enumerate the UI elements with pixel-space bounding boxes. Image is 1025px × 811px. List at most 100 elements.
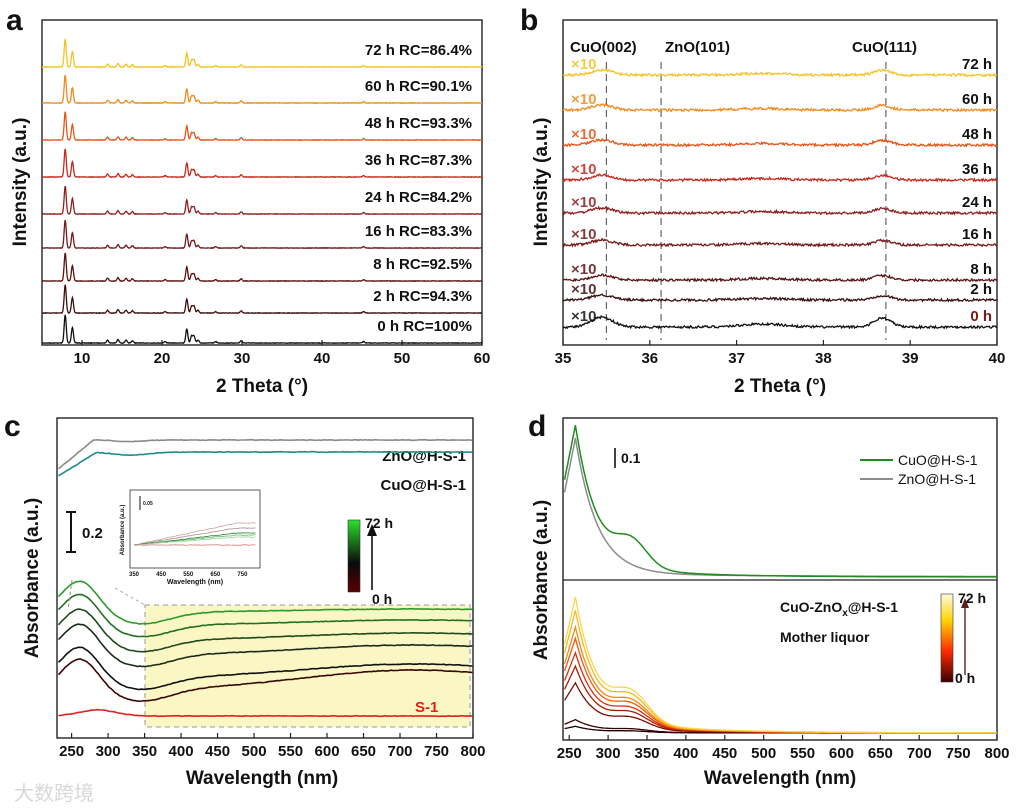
curve-zno <box>58 438 473 470</box>
xrd-curve-72h <box>562 67 998 78</box>
curve-time-2 <box>57 623 473 668</box>
xrd-curve-8h <box>42 252 482 283</box>
x-tick-label: 10 <box>74 350 91 367</box>
colorbar-top-label: 72 h <box>365 515 393 531</box>
xrd-curve-2h <box>41 284 483 315</box>
curve-time-3 <box>57 608 473 653</box>
panel-b-xrd-zoom: Intensity (a.u.) 2 Theta (°) CuO(002) Zn… <box>531 19 1006 397</box>
inset-curve <box>133 544 256 546</box>
multiplier-label: ×10 <box>571 194 596 211</box>
colorbar-top-label: 72 h <box>958 590 986 606</box>
x-tick-label: 250 <box>557 745 582 762</box>
curve-time-5 <box>57 580 473 625</box>
time-label: 60 h <box>962 91 992 108</box>
arrow-head-icon <box>367 524 377 536</box>
inset-curve <box>133 534 256 546</box>
x-tick-label: 350 <box>634 745 659 762</box>
x-tick-label: 500 <box>751 745 776 762</box>
panel-d-uvvis: Absorbance (a.u.) Wavelength (nm) 0.1 Cu… <box>531 417 1010 789</box>
x-tick-label: 20 <box>154 350 171 367</box>
guide-line <box>67 579 73 611</box>
inset-x-tick-label: 650 <box>210 572 221 578</box>
label-zno: ZnO@H-S-1 <box>382 448 466 465</box>
x-tick-label: 650 <box>351 743 376 760</box>
x-tick-label: 750 <box>424 743 449 760</box>
sample-label-main: CuO-ZnO <box>780 599 842 615</box>
plot-frame <box>56 417 474 739</box>
x-tick-label: 30 <box>234 350 251 367</box>
x-tick-label: 600 <box>829 745 854 762</box>
series-label: 8 h RC=92.5% <box>373 256 472 273</box>
scale-bar-label: 0.2 <box>82 525 103 542</box>
xrd-curve-24h <box>562 205 998 216</box>
x-tick-label: 350 <box>132 743 157 760</box>
x-axis-label: 2 Theta (°) <box>734 376 826 397</box>
x-tick-label: 450 <box>205 743 230 760</box>
curve-time-1 <box>57 646 473 691</box>
series-label: 16 h RC=83.3% <box>365 223 472 240</box>
xrd-curve-16h <box>562 237 998 248</box>
colorbar <box>347 519 361 593</box>
x-tick-label: 250 <box>59 743 84 760</box>
series-label: 24 h RC=84.2% <box>365 189 472 206</box>
time-label: 2 h <box>970 281 992 298</box>
inset-frame <box>129 489 261 569</box>
colorbar <box>940 593 954 683</box>
inset-x-tick-label: 750 <box>237 572 248 578</box>
curve-cuo <box>58 450 473 477</box>
multiplier-label: ×10 <box>571 308 596 325</box>
series-label: 2 h RC=94.3% <box>373 288 472 305</box>
panel-a-xrd: Intensity (a.u.) 2 Theta (°) 10 20 30 40 50 6… <box>10 19 490 397</box>
xrd-curve-36h <box>41 148 483 179</box>
panel-letter-d: d <box>528 410 546 443</box>
x-tick-label: 550 <box>278 743 303 760</box>
series-label: 48 h RC=93.3% <box>365 115 472 132</box>
x-tick-label: 300 <box>596 745 621 762</box>
multiplier-label: ×10 <box>571 281 596 298</box>
inset-x-tick-label: 350 <box>129 572 140 578</box>
xrd-curve-8h <box>562 273 998 283</box>
multiplier-label: ×10 <box>571 126 596 143</box>
x-tick-label: 300 <box>96 743 121 760</box>
x-tick-label: 40 <box>989 350 1006 367</box>
xrd-curve-0h <box>41 314 483 345</box>
x-tick-label: 35 <box>555 350 572 367</box>
curve-time-8 <box>563 596 997 734</box>
x-tick-label: 700 <box>907 745 932 762</box>
xrd-curve-48h <box>562 137 998 148</box>
inset-x-tick-label: 450 <box>156 572 167 578</box>
y-axis-label: Absorbance (a.u.) <box>22 498 43 658</box>
time-label: 16 h <box>962 226 992 243</box>
curve-time-3 <box>564 664 997 734</box>
xrd-curve-36h <box>562 173 998 183</box>
scale-bar-label: 0.1 <box>621 450 641 466</box>
xrd-curve-16h <box>41 219 483 250</box>
curve-time-5 <box>563 635 997 734</box>
inset-curve <box>133 527 256 546</box>
x-tick-label: 800 <box>460 743 485 760</box>
x-tick-label: 600 <box>315 743 340 760</box>
series-label: 60 h RC=90.1% <box>365 78 472 95</box>
xrd-curve-60h <box>41 74 483 105</box>
time-label: 72 h <box>962 56 992 73</box>
legend: CuO@H-S-1 ZnO@H-S-1 <box>860 452 978 487</box>
ref-label-cuo111: CuO(111) <box>852 39 917 56</box>
x-tick-label: 50 <box>394 350 411 367</box>
colorbar-bottom-label: 0 h <box>955 670 975 686</box>
plot-frame <box>562 19 998 346</box>
x-tick-label: 700 <box>388 743 413 760</box>
legend-label-cuo: CuO@H-S-1 <box>898 452 978 468</box>
curve-cuo <box>563 425 997 578</box>
mother-liquor-label: Mother liquor <box>780 629 870 645</box>
panel-letter-a: a <box>6 4 23 37</box>
y-axis-label: Intensity (a.u.) <box>531 118 552 247</box>
multiplier-label: ×10 <box>571 161 596 178</box>
panel-c-uvvis: Absorbance (a.u.) Wavelength (nm) ZnO@H-… <box>22 417 486 789</box>
highlight-region <box>144 604 471 728</box>
plot-frame <box>562 417 998 741</box>
sample-label-tail: @H-S-1 <box>848 599 898 615</box>
curve-time-2 <box>564 681 997 734</box>
ref-label-cuo002: CuO(002) <box>570 39 637 56</box>
x-tick-label: 550 <box>790 745 815 762</box>
xrd-curve-60h <box>562 103 998 113</box>
